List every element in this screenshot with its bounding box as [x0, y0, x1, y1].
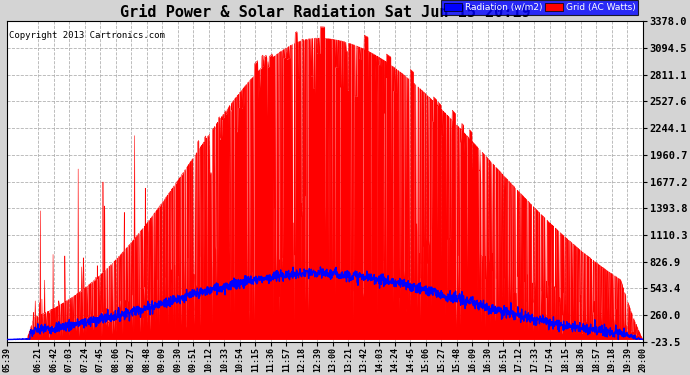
Title: Grid Power & Solar Radiation Sat Jun 15 20:19: Grid Power & Solar Radiation Sat Jun 15 … [120, 5, 531, 20]
Legend: Radiation (w/m2), Grid (AC Watts): Radiation (w/m2), Grid (AC Watts) [442, 0, 638, 15]
Text: Copyright 2013 Cartronics.com: Copyright 2013 Cartronics.com [8, 31, 164, 40]
